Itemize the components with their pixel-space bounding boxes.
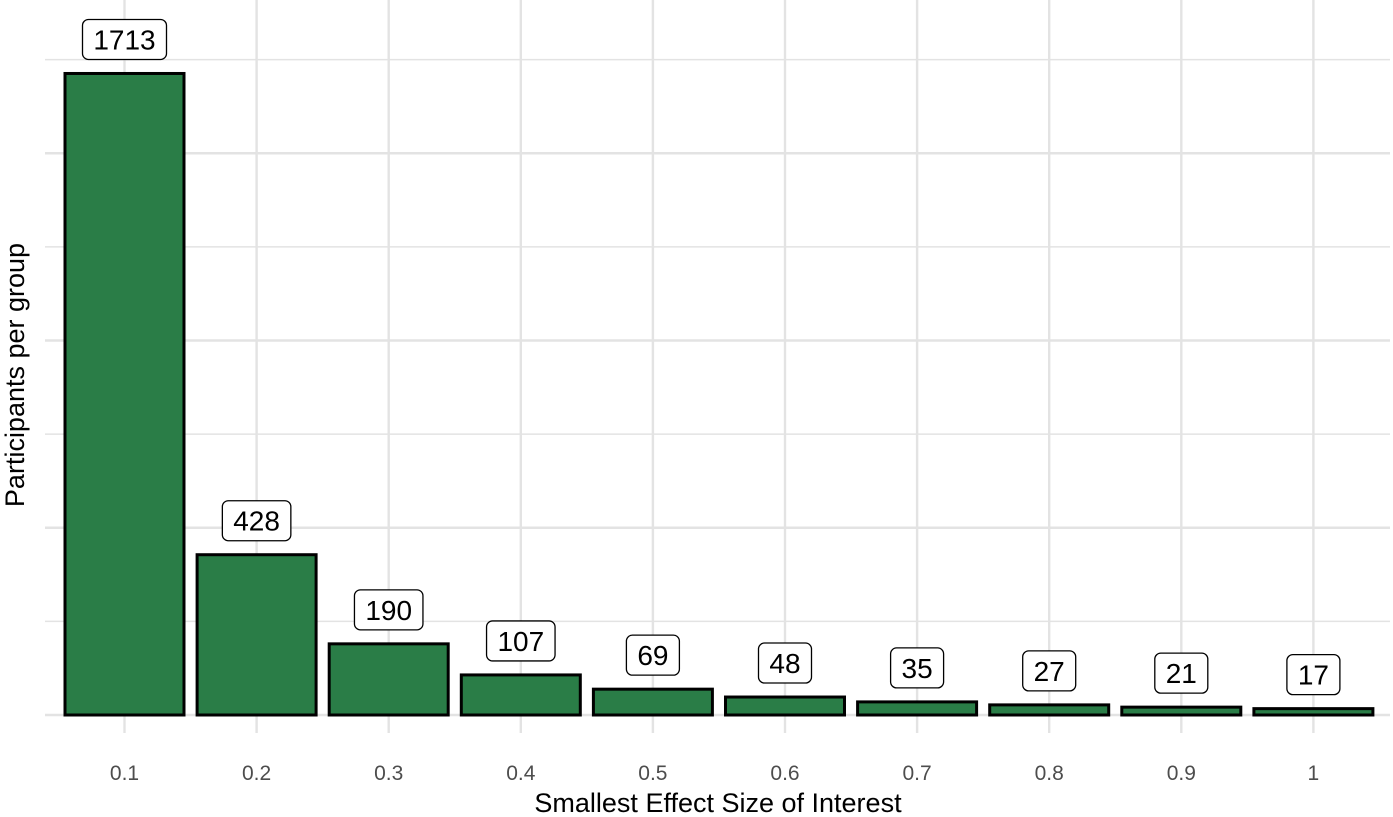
data-label-text: 35	[902, 653, 933, 684]
data-label-text: 21	[1166, 658, 1197, 689]
bar	[1120, 705, 1243, 717]
data-label-text: 69	[637, 640, 668, 671]
data-label-text: 17	[1298, 660, 1329, 691]
data-label-box	[889, 647, 945, 689]
x-tick-label: 0.4	[506, 762, 536, 785]
data-label: 27	[1022, 650, 1077, 692]
data-label-box	[1286, 653, 1341, 696]
x-tick-labels: 0.1 0.2 0.3 0.4 0.5 0.6 0.7 0.8 0.9 1	[110, 762, 1319, 785]
x-tick-label: 0.9	[1167, 762, 1196, 785]
bar	[195, 553, 318, 717]
data-label: 35	[889, 647, 945, 689]
data-label-box	[353, 589, 424, 631]
data-label: 1713	[81, 18, 168, 61]
bar	[988, 703, 1111, 717]
x-tick-label: 0.8	[1035, 762, 1064, 785]
data-label: 17	[1286, 653, 1341, 696]
data-label-text: 107	[497, 626, 544, 657]
data-label-text: 1713	[93, 24, 155, 55]
data-label-box	[1154, 652, 1209, 694]
data-label-text: 428	[233, 506, 280, 537]
x-axis-title: Smallest Effect Size of Interest	[534, 788, 902, 817]
x-tick-label: 0.3	[374, 762, 403, 785]
data-label-text: 48	[769, 648, 800, 679]
bar	[327, 642, 450, 717]
data-label: 48	[757, 642, 813, 684]
bar	[591, 687, 714, 717]
data-label-box	[757, 642, 813, 684]
bars	[63, 71, 1375, 717]
data-label-text: 190	[365, 595, 412, 626]
bar	[459, 673, 582, 717]
x-tick-label: 0.6	[770, 762, 799, 785]
data-label: 107	[485, 620, 556, 662]
data-label: 428	[221, 500, 292, 542]
data-label: 21	[1154, 652, 1209, 694]
data-label-box	[625, 634, 681, 676]
data-label-text: 27	[1034, 656, 1065, 687]
x-tick-label: 0.5	[638, 762, 667, 785]
data-label: 69	[625, 634, 681, 676]
data-labels: 1713 428 190 107 69 48 35 27 21 17	[81, 18, 1341, 696]
data-label-box	[221, 500, 292, 542]
x-tick-label: 0.2	[242, 762, 271, 785]
bar	[724, 695, 846, 717]
data-label-box	[1022, 650, 1077, 692]
data-label: 190	[353, 589, 424, 631]
x-tick-label: 0.7	[902, 762, 931, 785]
bar	[1252, 707, 1375, 717]
x-tick-label: 0.1	[110, 762, 139, 785]
data-label-box	[81, 18, 168, 61]
data-label-box	[485, 620, 556, 662]
bar	[856, 700, 979, 717]
bar	[63, 71, 186, 717]
y-axis-title: Participants per group	[0, 243, 30, 507]
x-tick-label: 1	[1308, 762, 1320, 785]
grid-lines	[45, 0, 1390, 733]
